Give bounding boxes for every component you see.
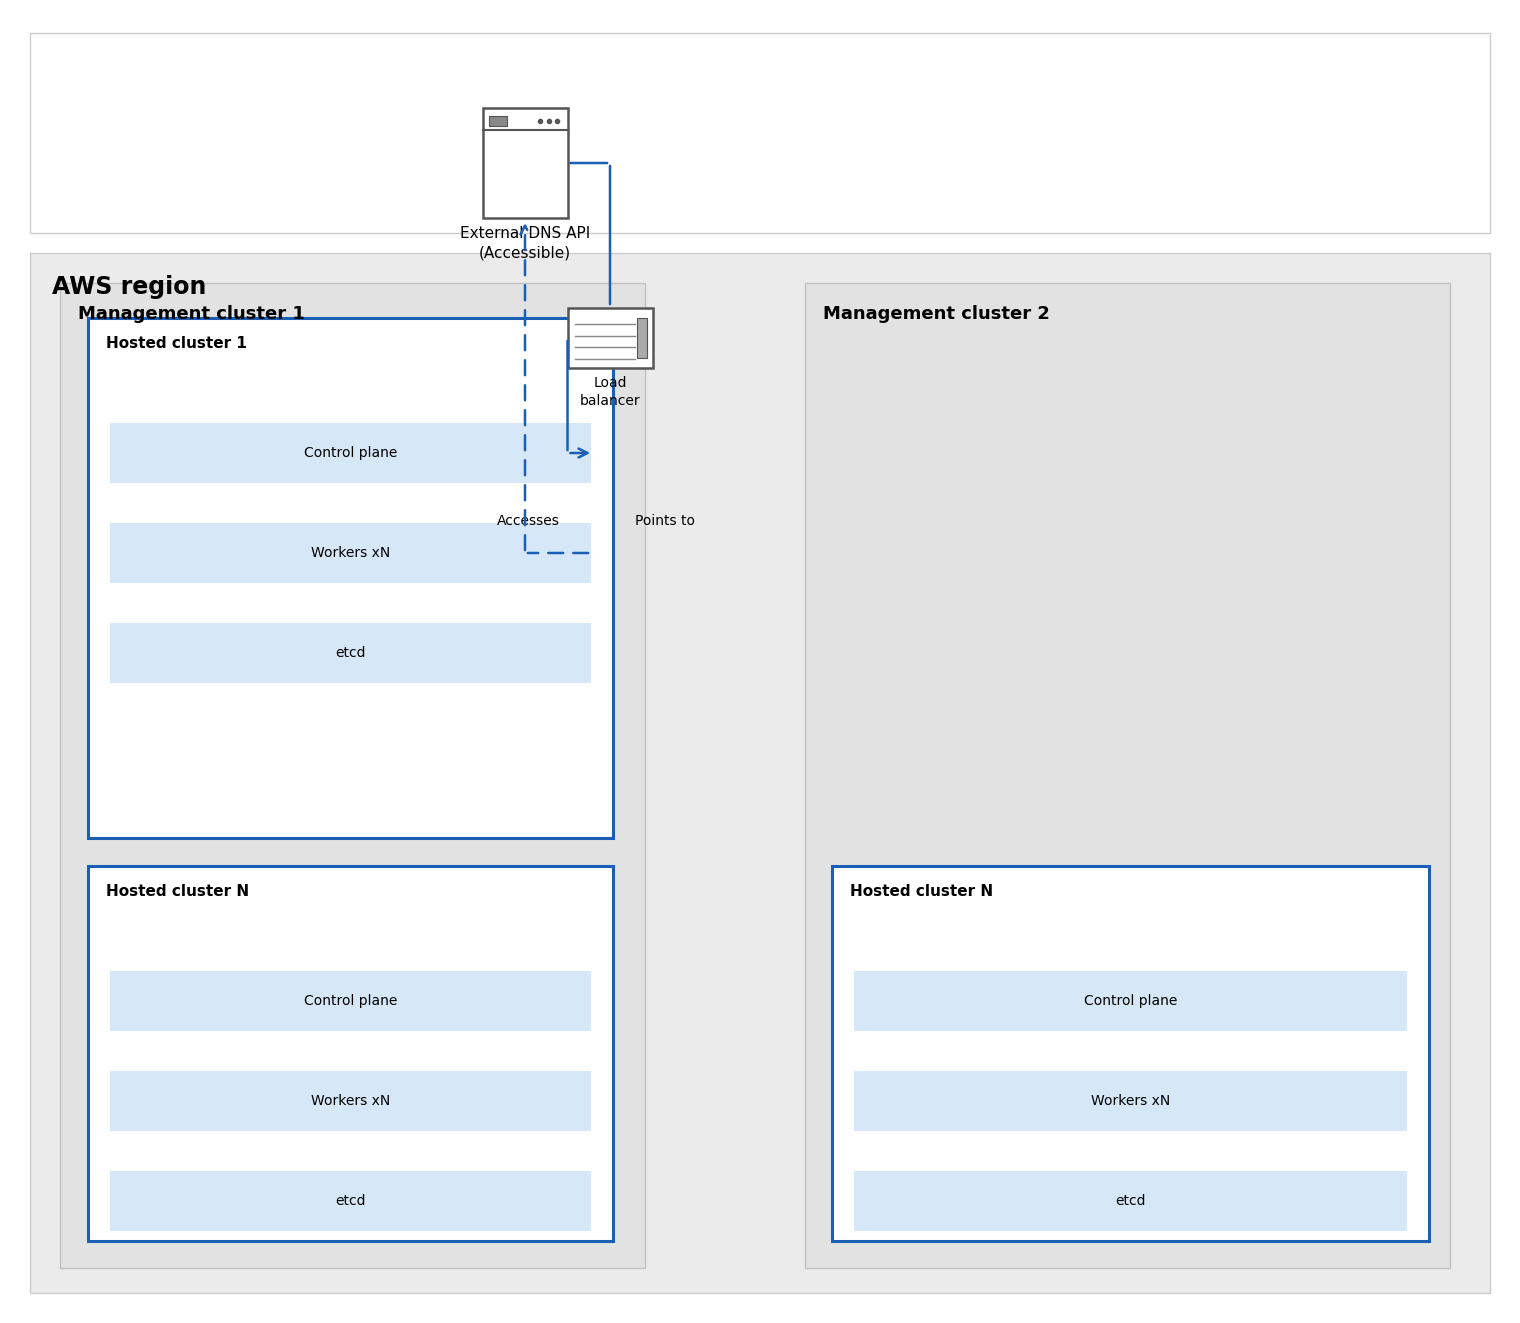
Bar (109, 423, 591, 483)
Bar (30, 33, 1490, 233)
Text: External DNS API
(Accessible): External DNS API (Accessible) (461, 226, 590, 261)
Text: Control plane: Control plane (1084, 994, 1176, 1008)
Bar (109, 1171, 591, 1230)
Text: Points to: Points to (635, 515, 695, 528)
Text: Hosted cluster N: Hosted cluster N (850, 884, 993, 900)
Text: Hosted cluster N: Hosted cluster N (106, 884, 249, 900)
Bar (567, 308, 652, 368)
Bar (831, 867, 1429, 1241)
Text: Management cluster 2: Management cluster 2 (822, 306, 1050, 323)
Text: Hosted cluster 1: Hosted cluster 1 (106, 336, 246, 351)
Text: Accesses: Accesses (497, 515, 559, 528)
Bar (854, 1171, 1408, 1230)
Bar (854, 1072, 1408, 1131)
Text: Workers xN: Workers xN (1091, 1094, 1170, 1107)
Bar (109, 523, 591, 583)
Text: AWS region: AWS region (52, 275, 207, 299)
Text: Control plane: Control plane (304, 446, 397, 460)
Text: Workers xN: Workers xN (312, 1094, 391, 1107)
Text: Load
balancer: Load balancer (579, 376, 640, 409)
Bar (482, 108, 567, 218)
Text: Workers xN: Workers xN (312, 546, 391, 560)
Bar (109, 623, 591, 683)
Text: Control plane: Control plane (304, 994, 397, 1008)
Bar (30, 253, 1490, 1293)
Bar (488, 116, 506, 126)
Bar (88, 318, 613, 837)
Bar (806, 283, 1450, 1267)
Text: etcd: etcd (336, 1193, 366, 1208)
Text: Management cluster 1: Management cluster 1 (78, 306, 306, 323)
Bar (637, 318, 648, 359)
Bar (59, 283, 644, 1267)
Bar (109, 1072, 591, 1131)
Bar (854, 971, 1408, 1031)
Bar (109, 971, 591, 1031)
Bar (88, 867, 613, 1241)
Text: etcd: etcd (336, 646, 366, 660)
Text: etcd: etcd (1116, 1193, 1146, 1208)
